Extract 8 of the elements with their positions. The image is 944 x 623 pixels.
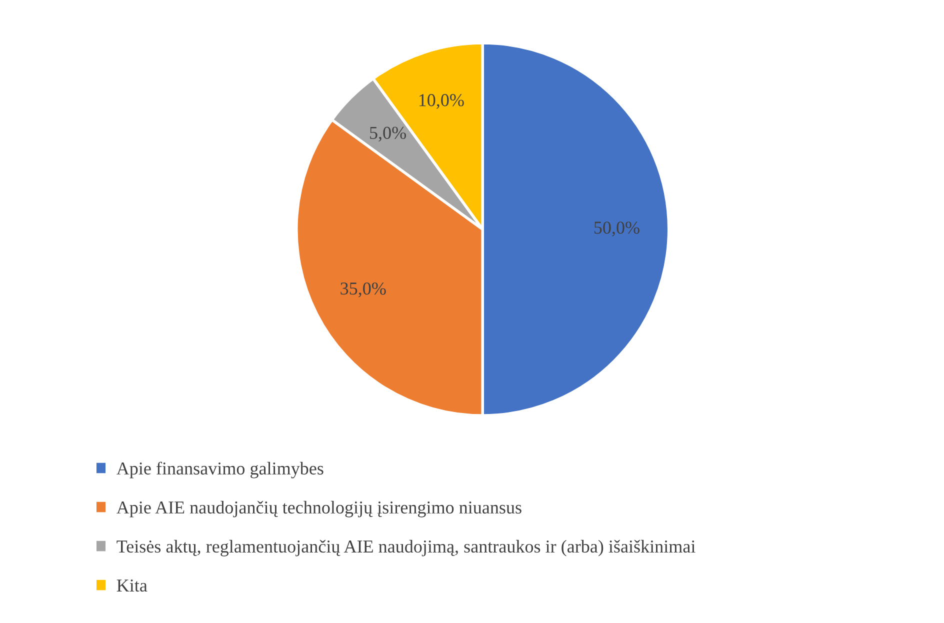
legend-label: Kita [116,580,148,592]
legend-label: Teisės aktų, reglamentuojančių AIE naudojimą, santraukos ir (arba) išaiškinimai [116,540,696,556]
data-label: 35,0% [340,282,386,298]
data-label: 5,0% [370,126,406,142]
data-label: 10,0% [419,94,464,109]
legend-label: Apie finansavimo galimybes [116,462,324,478]
data-label: 50,0% [594,222,640,236]
legend-label: Apie AIE naudojančių technologijų įsirengimo niuansus [116,500,522,518]
